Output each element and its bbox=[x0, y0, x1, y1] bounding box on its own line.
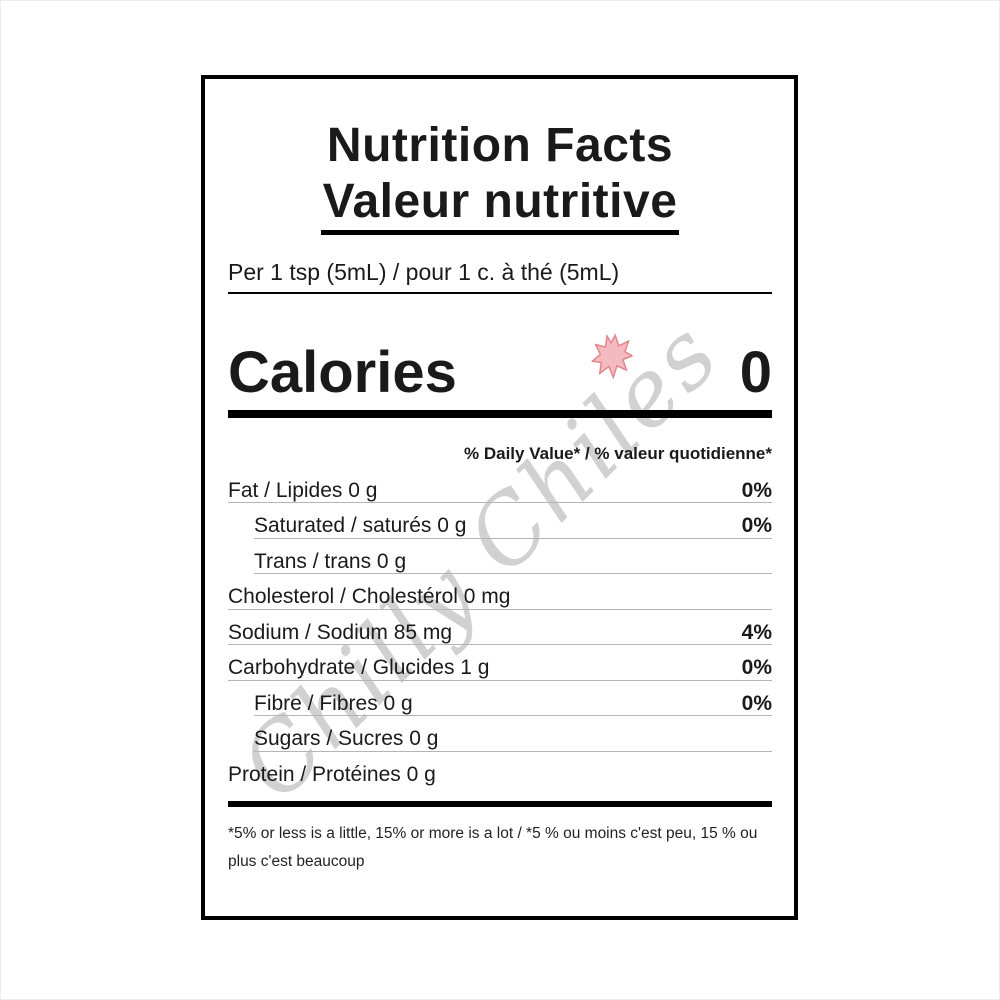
nutrient-row: Carbohydrate / Glucides 1 g 0% bbox=[228, 650, 772, 686]
nutrient-name: Saturated / saturés 0 g bbox=[254, 514, 467, 537]
nutrient-daily-value: 0% bbox=[741, 514, 772, 537]
nutrient-row: Fat / Lipides 0 g 0% bbox=[228, 473, 772, 509]
nutrient-name: Sodium / Sodium 85 mg bbox=[228, 620, 453, 644]
nutrition-facts-panel: Nutrition Facts Valeur nutritive Per 1 t… bbox=[201, 75, 798, 920]
nutrient-name: Carbohydrate / Glucides 1 g bbox=[228, 656, 490, 679]
daily-value-header: % Daily Value* / % valeur quotidienne* bbox=[464, 443, 772, 463]
nutrient-row: Cholesterol / Cholestérol 0 mg bbox=[228, 579, 772, 615]
nutrient-name: Trans / trans 0 g bbox=[254, 549, 407, 573]
nutrient-row: Saturated / saturés 0 g 0% bbox=[228, 508, 772, 544]
calories-row: Calories 0 bbox=[228, 339, 772, 405]
nutrient-row: Sugars / Sucres 0 g bbox=[228, 721, 772, 757]
chili-splat-icon bbox=[590, 333, 635, 380]
title-english: Nutrition Facts bbox=[326, 119, 674, 172]
nutrient-row: Protein / Protéines 0 g bbox=[228, 757, 772, 793]
nutrient-row: Trans / trans 0 g bbox=[228, 544, 772, 580]
divider-thick-top bbox=[228, 409, 772, 418]
nutrient-daily-value: 0% bbox=[741, 478, 772, 502]
nutrient-name: Cholesterol / Cholestérol 0 mg bbox=[228, 585, 511, 608]
nutrient-rows: Fat / Lipides 0 g 0% Saturated / saturés 0… bbox=[228, 473, 772, 793]
nutrient-name: Fibre / Fibres 0 g bbox=[254, 691, 413, 715]
nutrient-daily-value: 0% bbox=[741, 656, 772, 679]
nutrient-daily-value: 4% bbox=[741, 620, 772, 644]
divider-thick-bottom bbox=[228, 801, 772, 807]
title-french-wrap: Valeur nutritive bbox=[228, 175, 772, 235]
nutrient-daily-value: 0% bbox=[741, 691, 772, 715]
serving-size: Per 1 tsp (5mL) / pour 1 c. à thé (5mL) bbox=[228, 259, 772, 294]
nutrient-name: Sugars / Sucres 0 g bbox=[254, 727, 439, 750]
calories-label: Calories bbox=[228, 339, 457, 405]
nutrient-name: Fat / Lipides 0 g bbox=[228, 478, 378, 502]
nutrient-row: Sodium / Sodium 85 mg 4% bbox=[228, 615, 772, 651]
nutrient-row: Fibre / Fibres 0 g 0% bbox=[228, 686, 772, 722]
title-french: Valeur nutritive bbox=[320, 175, 680, 235]
footnote: *5% or less is a little, 15% or more is … bbox=[228, 825, 758, 870]
nutrient-name: Protein / Protéines 0 g bbox=[228, 762, 436, 786]
calories-value: 0 bbox=[739, 339, 772, 405]
